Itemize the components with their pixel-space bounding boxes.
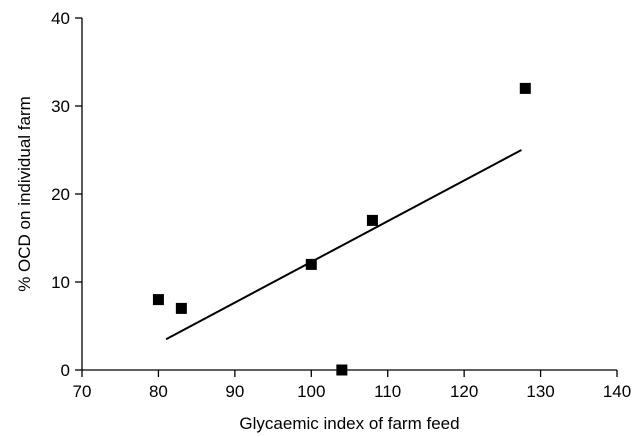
- x-tick-label: 120: [450, 382, 478, 401]
- y-tick-label: 30: [51, 97, 70, 116]
- x-tick-label: 80: [149, 382, 168, 401]
- y-ticks: 0 10 20 30 40: [51, 9, 82, 380]
- x-tick-label: 100: [297, 382, 325, 401]
- axes: [81, 18, 617, 371]
- x-tick-label: 130: [526, 382, 554, 401]
- y-tick-label: 20: [51, 185, 70, 204]
- y-axis-title: % OCD on individual farm: [15, 96, 34, 292]
- data-point: [519, 82, 531, 94]
- data-point: [366, 214, 378, 226]
- data-point: [175, 302, 187, 314]
- x-tick-label: 70: [73, 382, 92, 401]
- data-point: [152, 294, 164, 306]
- x-ticks: 70 80 90 100 110 120 130 140: [73, 370, 631, 401]
- data-point: [305, 258, 317, 270]
- x-axis-title: Glycaemic index of farm feed: [239, 414, 459, 433]
- x-tick-label: 140: [603, 382, 631, 401]
- data-points: [152, 82, 531, 376]
- data-point: [336, 364, 348, 376]
- x-tick-label: 90: [225, 382, 244, 401]
- trend-line: [165, 149, 522, 341]
- y-tick-label: 0: [61, 361, 70, 380]
- y-tick-label: 40: [51, 9, 70, 28]
- y-tick-label: 10: [51, 273, 70, 292]
- x-tick-label: 110: [374, 382, 401, 401]
